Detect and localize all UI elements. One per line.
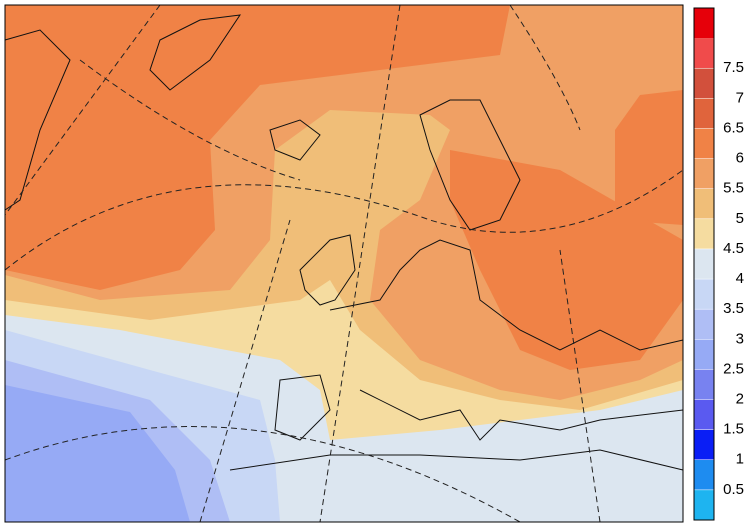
colorbar-label: 4 (736, 270, 744, 287)
color-bin (694, 339, 714, 370)
color-bin (694, 459, 714, 490)
colorbar-label: 3 (736, 330, 744, 347)
colorbar-label: 2.5 (723, 360, 744, 377)
field-2-2.5 (5, 385, 190, 522)
graticule (4, 4, 684, 523)
field-5.5-6 (615, 90, 683, 225)
colorbar: 0.5 1 1.5 2 2.5 3 3.5 4 4.5 5 5.5 6 6.5 7 7.5 (693, 7, 744, 521)
colorbar-label: 6 (736, 150, 744, 167)
colorbar-label: 1 (736, 451, 744, 468)
color-bin (694, 218, 714, 249)
map-frame (4, 4, 684, 523)
color-bin (694, 188, 714, 219)
colorbar-label: 1.5 (723, 421, 744, 438)
color-bin (694, 369, 714, 400)
colorbar-frame (693, 7, 715, 521)
color-bin (694, 309, 714, 340)
colorbar-label: 3.5 (723, 300, 744, 317)
color-bin (694, 489, 714, 520)
colorbar-label: 5 (736, 210, 744, 227)
colorbar-label: 2 (736, 390, 744, 407)
colorbar-label: 4.5 (723, 240, 744, 257)
color-bin (694, 279, 714, 310)
color-bin (694, 98, 714, 129)
colorbar-label: 7 (736, 89, 744, 106)
colorbar-label: 7.5 (723, 59, 744, 76)
color-bin (694, 128, 714, 159)
color-bin (694, 399, 714, 430)
map (4, 4, 684, 523)
colorbar-label: 6.5 (723, 119, 744, 136)
color-bin (694, 429, 714, 460)
field-5.5-6 (450, 150, 683, 370)
color-bin (694, 38, 714, 69)
coastline (4, 14, 684, 471)
color-bin (694, 8, 714, 39)
field-5.5-6 (5, 5, 510, 290)
color-bin (694, 68, 714, 99)
color-bin (694, 158, 714, 189)
colorbar-label: 0.5 (723, 481, 744, 498)
colorbar-label: 5.5 (723, 180, 744, 197)
color-bin (694, 248, 714, 280)
